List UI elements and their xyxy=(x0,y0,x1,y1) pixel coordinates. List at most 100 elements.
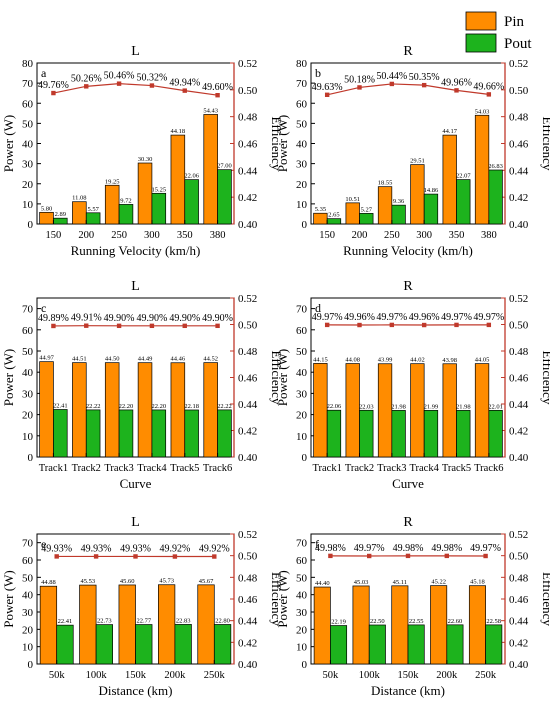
data-label-pout: 5.57 xyxy=(87,206,99,213)
efficiency-label: 49.94% xyxy=(169,78,200,89)
data-label-pout: 21.99 xyxy=(424,403,439,410)
y2-axis-label: Efficiency xyxy=(269,117,284,171)
bar-pin xyxy=(79,584,97,665)
data-label-pin: 19.25 xyxy=(105,178,120,185)
panel-title: L xyxy=(131,44,140,59)
y2-tick-label: 0.42 xyxy=(238,637,257,649)
y-tick-label: 50 xyxy=(22,572,34,584)
bar-pout xyxy=(217,169,232,225)
efficiency-point xyxy=(328,553,333,559)
efficiency-point xyxy=(454,322,459,328)
y2-tick-label: 0.40 xyxy=(509,452,529,464)
bar-pin xyxy=(197,584,215,665)
efficiency-label: 49.97% xyxy=(312,312,343,323)
y-tick-label: 70 xyxy=(296,304,308,316)
bar-pout xyxy=(456,410,471,458)
efficiency-point xyxy=(483,553,488,559)
efficiency-label: 50.35% xyxy=(409,72,440,83)
bar-pin xyxy=(170,134,186,225)
efficiency-point xyxy=(324,92,330,97)
x-tick-label: Track3 xyxy=(104,463,133,474)
bar-pout xyxy=(184,409,199,458)
data-label-pin: 54.03 xyxy=(475,108,490,115)
bar-pin xyxy=(468,585,486,665)
y2-tick-label: 0.52 xyxy=(509,58,528,70)
x-tick-label: 380 xyxy=(210,230,226,241)
x-tick-label: 200 xyxy=(352,230,368,241)
bar-pin xyxy=(474,363,490,458)
bar-pin xyxy=(410,363,425,458)
bar-pin xyxy=(118,584,136,665)
bar-pin xyxy=(430,585,448,665)
bar-pout xyxy=(85,212,101,225)
efficiency-label: 49.66% xyxy=(473,81,504,92)
panel-e: 0 10 20 30 40 50 60 70 0.40 0.42 0.44 0.46 0.48 0.50 0… xyxy=(1,515,284,698)
data-label-pin: 44.40 xyxy=(315,580,330,587)
y-axis-label: Power (W) xyxy=(275,115,290,172)
data-label-pout: 22.80 xyxy=(215,617,230,624)
bar-pin xyxy=(345,202,360,225)
data-label-pout: 9.72 xyxy=(120,197,131,204)
data-label-pin: 44.50 xyxy=(105,356,120,363)
y-tick-label: 20 xyxy=(296,179,308,191)
efficiency-point xyxy=(389,81,395,87)
y2-tick-label: 0.48 xyxy=(509,572,529,584)
efficiency-label: 49.90% xyxy=(169,313,200,324)
data-label-pin: 43.98 xyxy=(442,357,457,364)
y-axis-label: Power (W) xyxy=(1,349,16,406)
x-tick-label: Track4 xyxy=(409,463,439,474)
y2-tick-label: 0.50 xyxy=(509,320,529,332)
panel-letter: f xyxy=(315,537,319,551)
efficiency-label: 49.92% xyxy=(159,544,190,555)
y-axis-label: Power (W) xyxy=(1,115,16,172)
data-label-pin: 44.97 xyxy=(39,355,54,362)
data-label-pin: 45.11 xyxy=(393,579,407,586)
y2-tick-label: 0.52 xyxy=(509,529,528,541)
y2-tick-label: 0.42 xyxy=(238,426,257,438)
y-tick-label: 70 xyxy=(22,304,34,316)
efficiency-label: 49.97% xyxy=(470,543,501,554)
efficiency-point xyxy=(149,323,155,329)
data-label-pout: 2.89 xyxy=(55,211,66,218)
y-tick-label: 30 xyxy=(22,159,34,171)
y-tick-label: 10 xyxy=(296,642,308,654)
bar-pin xyxy=(39,361,54,458)
data-label-pin: 44.18 xyxy=(171,128,186,135)
y-tick-label: 20 xyxy=(22,410,34,422)
data-label-pin: 5.80 xyxy=(41,205,52,212)
y-tick-label: 20 xyxy=(296,624,308,636)
panel-d: 0 10 20 30 40 50 60 70 0.40 0.42 0.44 0.46 0.48 0.50 0… xyxy=(275,279,550,491)
y-tick-label: 30 xyxy=(296,607,308,619)
y-axis-label: Power (W) xyxy=(275,349,290,406)
data-label-pout: 2.65 xyxy=(328,212,339,219)
y-tick-label: 10 xyxy=(22,431,34,443)
y2-tick-label: 0.40 xyxy=(509,659,529,671)
panel-title: R xyxy=(403,279,413,294)
efficiency-point xyxy=(172,554,178,559)
data-label-pout: 22.77 xyxy=(136,618,151,625)
y-tick-label: 50 xyxy=(22,118,34,130)
y-tick-label: 60 xyxy=(296,555,308,567)
legend: Pin Pout xyxy=(465,11,532,53)
efficiency-label: 50.18% xyxy=(344,74,375,85)
bar-pin xyxy=(137,362,153,458)
bar-pout xyxy=(53,409,68,458)
bar-pin xyxy=(377,186,393,225)
x-tick-label: Track5 xyxy=(442,463,471,474)
x-tick-label: 250 xyxy=(384,230,400,241)
efficiency-point xyxy=(357,85,362,90)
data-label-pin: 45.73 xyxy=(159,578,174,585)
y2-axis-label: Efficiency xyxy=(540,572,550,626)
efficiency-label: 49.93% xyxy=(81,543,112,554)
bar-pout xyxy=(407,624,425,665)
x-tick-label: 200 xyxy=(78,230,94,241)
data-label-pin: 45.03 xyxy=(354,579,369,586)
bar-pin xyxy=(352,585,370,665)
efficiency-label: 49.96% xyxy=(344,312,375,323)
bar-pin xyxy=(313,212,328,225)
efficiency-label: 49.96% xyxy=(409,312,440,323)
data-label-pout: 22.18 xyxy=(184,403,199,410)
data-label-pout: 22.50 xyxy=(370,618,385,625)
y2-tick-label: 0.42 xyxy=(509,637,528,649)
